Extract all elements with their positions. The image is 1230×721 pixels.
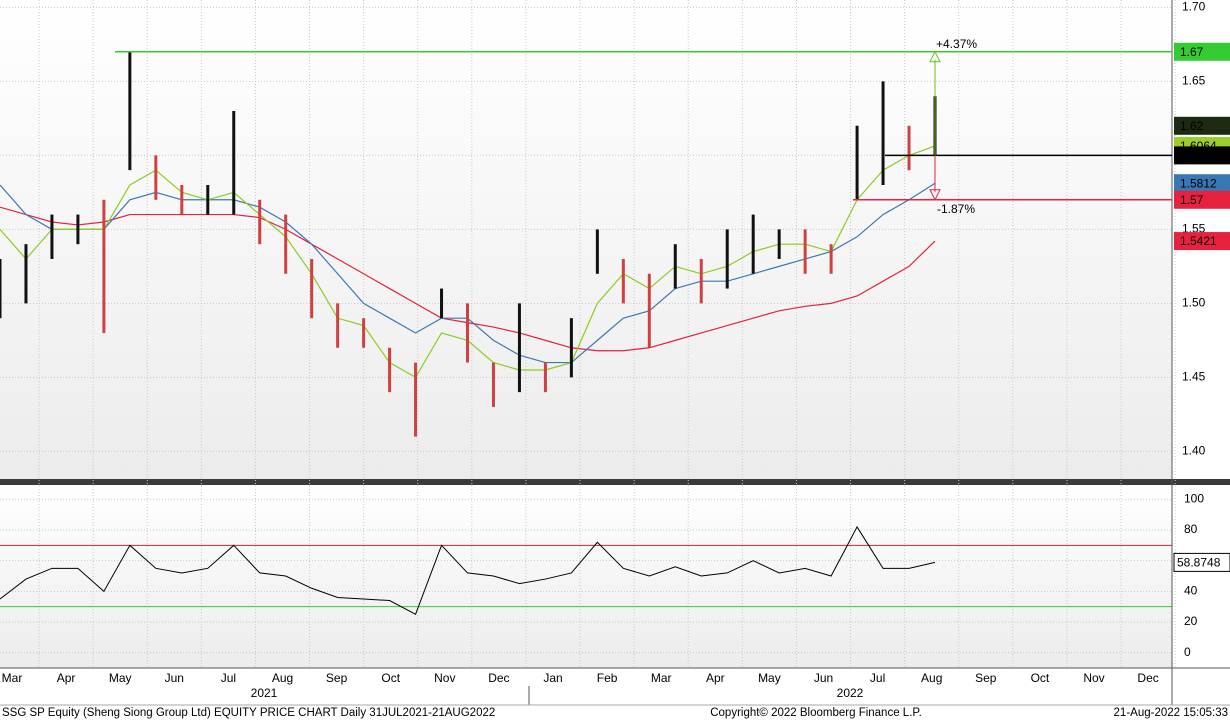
x-tick-label: Aug: [272, 671, 293, 685]
value-tag-label: 1.62: [1180, 119, 1204, 133]
x-tick-label: Mar: [651, 671, 672, 685]
value-tag-label: 1.57: [1180, 193, 1204, 207]
y-tick-label: 0: [1184, 645, 1191, 659]
x-tick-label: Jun: [165, 671, 184, 685]
year-label: 2021: [251, 686, 278, 700]
x-tick-label: Apr: [706, 671, 725, 685]
y-tick-label: 1.65: [1182, 74, 1206, 88]
x-tick-label: May: [109, 671, 132, 685]
x-tick-label: Apr: [57, 671, 76, 685]
x-tick-label: May: [758, 671, 781, 685]
y-tick-label: 80: [1184, 522, 1198, 536]
annotation: -1.87%: [937, 202, 975, 216]
x-tick-label: Dec: [488, 671, 509, 685]
value-tag: [1173, 552, 1230, 572]
rsi-panel: [0, 485, 1172, 668]
x-tick-label: Oct: [1031, 671, 1050, 685]
year-label: 2022: [837, 686, 864, 700]
y-tick-label: 1.45: [1182, 370, 1206, 384]
value-tag: [1174, 174, 1230, 193]
x-tick-label: Aug: [921, 671, 942, 685]
x-tick-label: Sep: [975, 671, 997, 685]
panel-divider: [0, 479, 1230, 485]
value-tag: [1174, 116, 1230, 135]
footer-right: 21-Aug-2022 15:05:33: [1114, 707, 1228, 719]
value-tag-label: 1.60: [1180, 149, 1204, 163]
value-tag-label: 1.5421: [1180, 234, 1217, 248]
x-tick-label: Mar: [2, 671, 23, 685]
arrow-head: [929, 50, 941, 63]
footer-center: Copyright© 2022 Bloomberg Finance L.P.: [710, 707, 922, 719]
y-tick-label: 1.40: [1182, 444, 1206, 458]
price-panel: [0, 0, 1172, 479]
footer-left: SSG SP Equity (Sheng Siong Group Ltd) EQ…: [2, 707, 495, 719]
value-tag: [1174, 42, 1230, 61]
x-tick-label: Jul: [221, 671, 236, 685]
x-tick-label: Jul: [870, 671, 885, 685]
y-tick-label: 1.50: [1182, 296, 1206, 310]
x-tick-label: Oct: [381, 671, 400, 685]
x-tick-label: Sep: [326, 671, 348, 685]
y-tick-label: 100: [1184, 492, 1204, 506]
y-tick-label: 20: [1184, 614, 1198, 628]
x-tick-label: Jan: [543, 671, 562, 685]
rsi-line: [0, 525, 936, 616]
x-tick-label: Nov: [434, 671, 455, 685]
x-tick-label: Dec: [1137, 671, 1158, 685]
x-tick-label: Nov: [1083, 671, 1104, 685]
annotation: +4.37%: [936, 37, 977, 51]
y-tick-label: 1.70: [1182, 0, 1206, 14]
value-tag: [1174, 232, 1230, 251]
value-tag: [1174, 146, 1230, 165]
arrow-head: [929, 189, 941, 201]
value-tag-label: 1.5812: [1180, 176, 1217, 190]
value-tag: [1174, 190, 1230, 209]
x-tick-label: Feb: [597, 671, 618, 685]
value-tag-label: 58.8748: [1177, 556, 1221, 570]
y-tick-label: 1.55: [1182, 222, 1206, 236]
y-tick-label: 40: [1184, 584, 1198, 598]
value-tag-label: 1.67: [1180, 45, 1204, 59]
x-tick-label: Jun: [814, 671, 833, 685]
